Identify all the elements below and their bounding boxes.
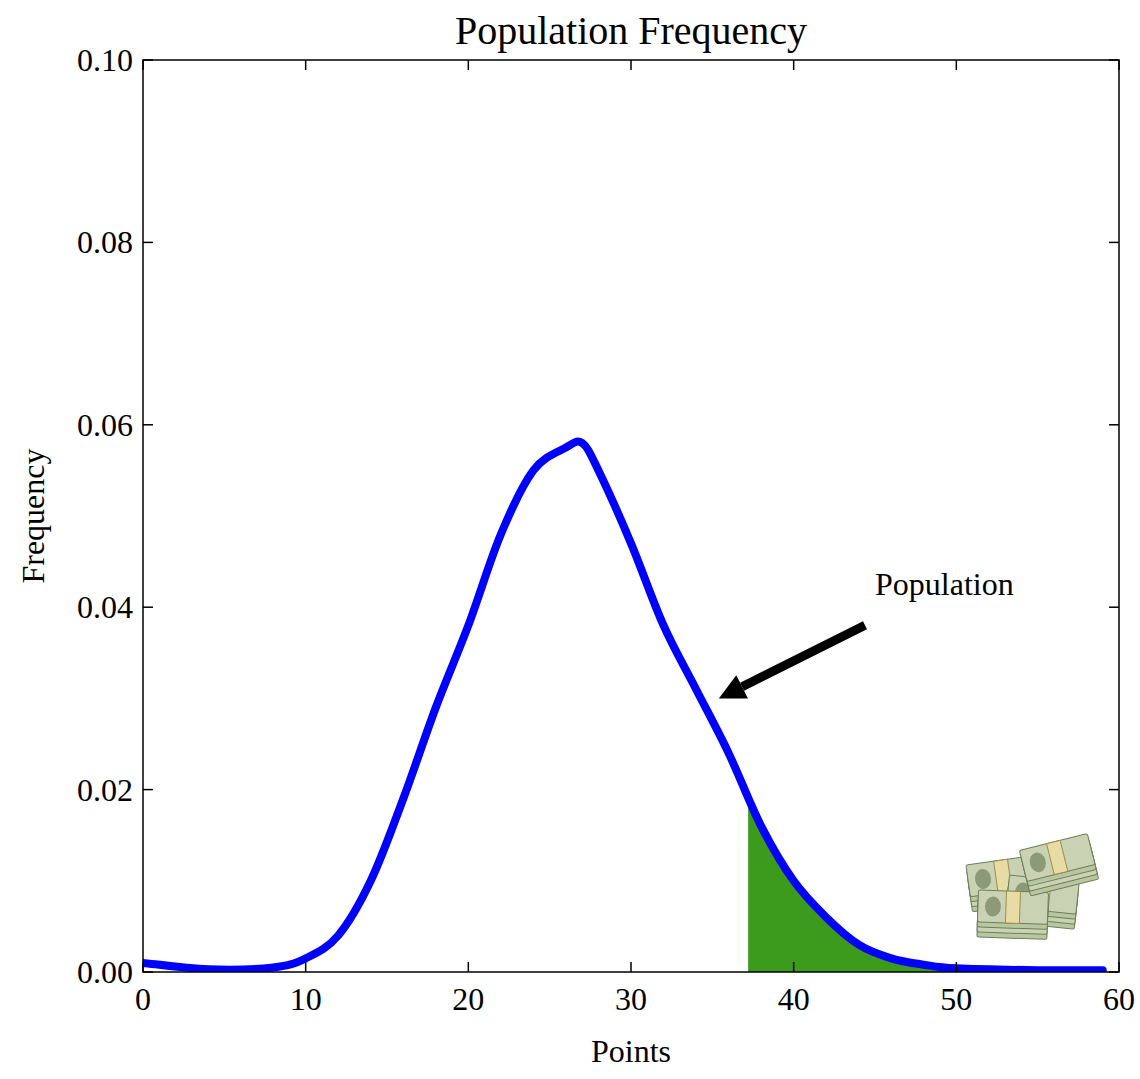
x-tick-top: [305, 60, 307, 70]
money-band: [1047, 840, 1068, 874]
money-icon: [966, 834, 1099, 940]
x-tick: [630, 962, 632, 972]
y-tick-label: 0.10: [77, 42, 133, 78]
money-portrait: [1028, 851, 1048, 874]
y-tick-label: 0.00: [77, 954, 133, 990]
x-tick-top: [956, 60, 958, 70]
y-tick: [143, 606, 153, 608]
money-stack: [1019, 834, 1098, 897]
y-tick: [143, 59, 153, 61]
money-portrait: [974, 868, 993, 890]
y-tick-right: [1109, 789, 1119, 791]
x-tick-label: 0: [135, 981, 151, 1017]
chart: Population Frequency 0 10 20 30 40 50 60 0.00 0.0…: [0, 0, 1140, 1079]
x-tick-label: 10: [290, 981, 322, 1017]
x-tick: [1118, 962, 1120, 972]
y-tick-label: 0.06: [77, 407, 133, 443]
x-tick-label: 40: [778, 981, 810, 1017]
money-bill: [977, 890, 1048, 924]
population-line: [143, 441, 1103, 970]
y-tick-label: 0.08: [77, 224, 133, 260]
y-tick: [143, 971, 153, 973]
x-tick-label: 50: [940, 981, 972, 1017]
annotation-arrow-shaft: [742, 625, 865, 686]
x-tick-top: [1118, 60, 1120, 70]
money-stack: [977, 890, 1049, 939]
y-tick-right: [1109, 971, 1119, 973]
x-tick: [956, 962, 958, 972]
x-tick: [305, 962, 307, 972]
y-tick: [143, 242, 153, 244]
x-tick-label: 20: [452, 981, 484, 1017]
y-tick: [143, 424, 153, 426]
money-band: [1005, 891, 1020, 923]
title: Population Frequency: [455, 8, 807, 53]
y-tick-right: [1109, 242, 1119, 244]
y-tick-right: [1109, 606, 1119, 608]
y-tick: [143, 789, 153, 791]
x-tick-top: [142, 60, 144, 70]
x-axis-label: Points: [591, 1033, 671, 1069]
x-tick-label: 30: [615, 981, 647, 1017]
x-tick-top: [468, 60, 470, 70]
x-tick-top: [630, 60, 632, 70]
money-portrait: [985, 896, 1002, 917]
money-bill: [1019, 834, 1095, 882]
frame: [143, 60, 1119, 972]
annotation-arrow-head: [719, 675, 748, 698]
y-tick-right: [1109, 59, 1119, 61]
y-tick-label: 0.04: [77, 589, 133, 625]
x-tick-top: [793, 60, 795, 70]
x-tick: [142, 962, 144, 972]
y-tick-right: [1109, 424, 1119, 426]
x-tick: [468, 962, 470, 972]
y-axis-label: Frequency: [15, 448, 51, 583]
x-tick-label: 60: [1103, 981, 1135, 1017]
annotation: Population: [875, 566, 1014, 602]
x-tick: [793, 962, 795, 972]
plot-area: [143, 441, 1103, 972]
y-tick-label: 0.02: [77, 772, 133, 808]
